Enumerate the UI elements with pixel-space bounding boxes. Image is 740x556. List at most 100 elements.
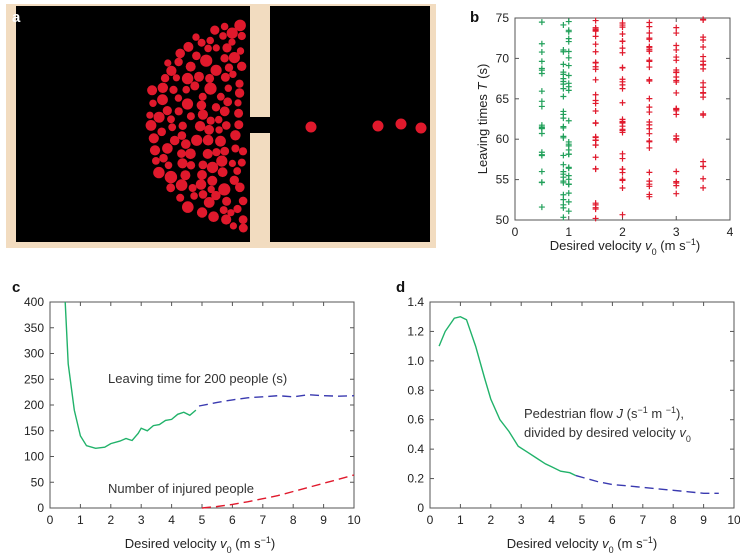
- pedestrian: [212, 44, 220, 52]
- y-tick-label: 350: [24, 321, 44, 335]
- pedestrian: [153, 111, 165, 123]
- scatter-point: [560, 178, 567, 185]
- y-tick-label: 400: [24, 295, 44, 309]
- scatter-point: [560, 214, 567, 221]
- scatter-point: [673, 24, 680, 31]
- pedestrian: [219, 106, 230, 117]
- pedestrian: [157, 94, 168, 106]
- scatter-point: [560, 61, 567, 68]
- scatter-point: [560, 93, 567, 100]
- scatter-point: [619, 38, 626, 45]
- pedestrian: [214, 115, 223, 124]
- scatter-point: [565, 172, 572, 179]
- scatter-point: [538, 49, 545, 56]
- scatter-point: [646, 23, 653, 30]
- scatter-point: [538, 204, 545, 211]
- scatter-point: [565, 48, 572, 55]
- pedestrian: [206, 116, 215, 125]
- scatter-point: [560, 152, 567, 159]
- pedestrian: [238, 215, 248, 225]
- panel-d: d 0 1 2 3 4 5 6 7 8 9 10 0 0.2 0.4 0.6 0.8 1.0 1.2 1.4 Ped…: [396, 279, 740, 555]
- annotation-var: J: [616, 406, 624, 421]
- scatter-point: [560, 161, 567, 168]
- scatter-point: [560, 46, 567, 53]
- scatter-point: [646, 169, 653, 176]
- scatter-point: [565, 164, 572, 171]
- pedestrian: [164, 59, 172, 67]
- pedestrian: [175, 48, 185, 59]
- pedestrian: [216, 92, 225, 101]
- x-tick-label: 3: [138, 513, 145, 527]
- scatter-point: [619, 211, 626, 218]
- pedestrian: [183, 41, 194, 52]
- x-tick-label: 0: [512, 225, 519, 239]
- pedestrian-crowd: [145, 19, 248, 233]
- xlabel-sub: 0: [609, 545, 614, 555]
- x-tick-label: 6: [229, 513, 236, 527]
- xlabel-close: ): [653, 536, 657, 551]
- ylabel-units: (s): [475, 64, 490, 83]
- scatter-point: [538, 88, 545, 95]
- pedestrian: [211, 103, 221, 112]
- pedestrian: [219, 206, 228, 215]
- pedestrian: [204, 44, 212, 53]
- scatter-point: [700, 34, 707, 41]
- pedestrian: [229, 222, 237, 230]
- pedestrian: [153, 166, 165, 179]
- pedestrian: [194, 121, 206, 132]
- scatter-point: [646, 58, 653, 65]
- scatter-point: [538, 65, 545, 72]
- scatter-point: [673, 168, 680, 175]
- y-tick-label: 1.0: [407, 354, 424, 368]
- annotation-sup: −1: [637, 405, 647, 415]
- pedestrian: [222, 43, 232, 53]
- escaped-pedestrians: [305, 118, 427, 134]
- scatter-point: [592, 26, 599, 33]
- x-tick-label: 1: [457, 513, 464, 527]
- scatter-point: [646, 118, 653, 125]
- scatter-point: [592, 166, 599, 173]
- annotation-text: (s: [623, 406, 638, 421]
- pedestrian: [166, 183, 176, 193]
- scatter-point: [565, 146, 572, 153]
- escaped-pedestrian: [372, 120, 384, 132]
- annotation-injured: Number of injured people: [108, 481, 254, 496]
- pedestrian: [181, 98, 194, 110]
- pedestrian: [220, 22, 229, 31]
- scatter-point: [700, 53, 707, 60]
- panel-a: a: [6, 4, 436, 248]
- room-interior: [16, 6, 250, 242]
- x-tick-label: 4: [727, 225, 734, 239]
- pedestrian: [185, 148, 196, 160]
- pedestrian: [191, 134, 203, 146]
- pedestrian: [178, 121, 187, 130]
- scatter-point: [646, 191, 653, 198]
- panel-c-letter: c: [12, 279, 20, 296]
- scatter-point: [560, 108, 567, 115]
- scatter-point: [560, 21, 567, 28]
- scatter-point: [565, 18, 572, 25]
- x-tick-label: 2: [619, 225, 626, 239]
- pedestrian: [234, 19, 246, 32]
- scatter-point: [560, 115, 567, 122]
- panel-d-xlabel: Desired velocity v0 (m s−1): [507, 535, 657, 555]
- pedestrian: [198, 190, 208, 199]
- pedestrian: [174, 107, 183, 116]
- pedestrian: [198, 92, 207, 101]
- pedestrian: [220, 146, 230, 156]
- pedestrian: [211, 190, 221, 201]
- xlabel-sup: −1: [643, 535, 653, 545]
- x-tick-label: 3: [673, 225, 680, 239]
- pedestrian: [147, 85, 158, 96]
- pedestrian: [217, 167, 228, 178]
- pedestrian: [222, 196, 232, 206]
- pedestrian: [224, 63, 234, 72]
- pedestrian: [180, 170, 191, 181]
- x-tick-label: 7: [259, 513, 266, 527]
- scatter-point: [673, 89, 680, 96]
- pedestrian: [169, 135, 180, 146]
- panel-c-xlabel: Desired velocity v0 (m s−1): [125, 535, 275, 555]
- y-tick-label: 100: [24, 450, 44, 464]
- x-tick-label: 1: [77, 513, 84, 527]
